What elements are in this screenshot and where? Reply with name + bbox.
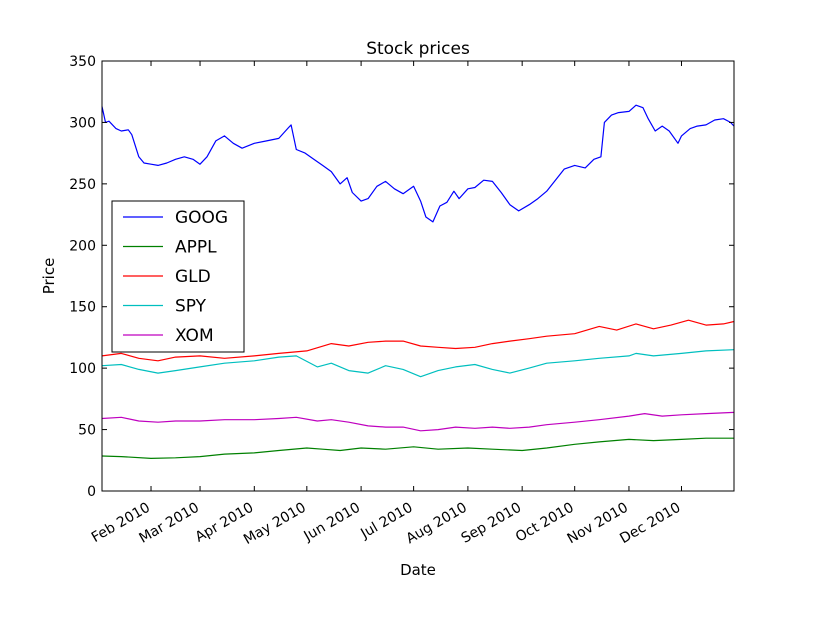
y-tick-label: 150 xyxy=(69,300,96,316)
axes-frame xyxy=(101,60,735,492)
series-line-appl xyxy=(101,437,734,459)
y-tick-label: 250 xyxy=(69,177,96,193)
y-tick-label: 0 xyxy=(87,484,96,500)
y-tick-label: 300 xyxy=(69,115,96,131)
series-line-goog xyxy=(101,104,735,223)
x-axis-label: Date xyxy=(400,561,436,579)
legend-label-appl: APPL xyxy=(175,238,217,258)
legend-label-spy: SPY xyxy=(175,297,207,317)
y-tick-label: 100 xyxy=(69,361,96,377)
y-tick-label: 50 xyxy=(78,423,96,439)
chart-title: Stock prices xyxy=(366,39,470,59)
y-tick-label: 200 xyxy=(69,238,96,254)
legend-label-goog: GOOG xyxy=(175,208,228,228)
y-axis-label: Price xyxy=(40,258,58,295)
legend-label-gld: GLD xyxy=(175,267,211,287)
series-line-xom xyxy=(101,411,735,432)
legend-label-xom: XOM xyxy=(175,326,214,346)
series-line-gld xyxy=(101,319,735,362)
y-tick-label: 350 xyxy=(69,54,96,70)
series-line-spy xyxy=(101,349,735,378)
